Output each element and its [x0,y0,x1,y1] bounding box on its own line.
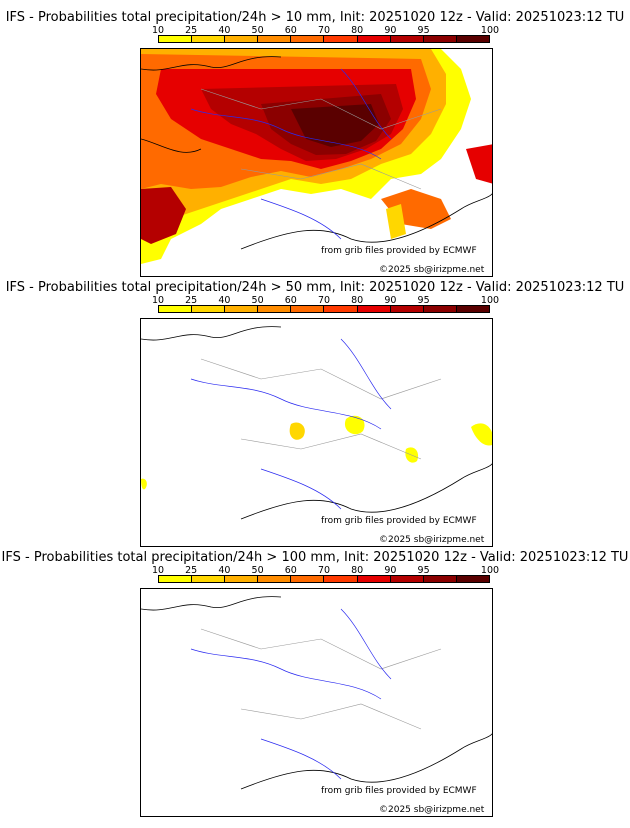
river-lines [190,338,392,510]
colorbar-segment [324,306,358,312]
colorbar-segment [390,36,424,42]
colorbar-segment [390,576,424,582]
probability-colorbar: 10 25 40 50 60 70 80 90 95 100 [152,25,499,43]
colorbar-tick-label: 90 [384,565,397,576]
colorbar-segment [423,36,457,42]
credit-copyright: ©2025 sb@irizpme.net [379,535,485,545]
colorbar-tick-label: 50 [251,295,264,306]
colorbar-tick-label: 25 [185,25,198,36]
colorbar-segment [324,36,358,42]
colorbar-segment [159,306,193,312]
map-panel-100mm: IFS - Probabilities total precipitation/… [0,540,630,817]
colorbar-tick-label: 60 [284,25,297,36]
colorbar-tick-label: 100 [480,25,500,36]
colorbar-segment [357,36,391,42]
colorbar-tick-label: 40 [218,565,231,576]
colorbar-segment [159,36,193,42]
colorbar-segment [192,36,226,42]
colorbar-segment [225,576,259,582]
colorbar-segment [258,306,292,312]
credit-source: from grib files provided by ECMWF [321,786,477,796]
credit-source: from grib files provided by ECMWF [321,246,477,256]
colorbar-tick-label: 80 [351,295,364,306]
river-lines [190,68,392,240]
panel-title: IFS - Probabilities total precipitation/… [5,280,625,295]
colorbar-tick-label: 10 [151,295,165,306]
colorbar-tick-label: 70 [317,295,331,306]
colorbar-segment [423,576,457,582]
colorbar-tick-label: 95 [417,25,430,36]
colorbar-tick-label: 25 [185,565,198,576]
colorbar-tick-label: 40 [218,25,231,36]
colorbar-segment [291,576,325,582]
colorbar-segment [159,576,193,582]
colorbar-swatches [158,35,490,43]
colorbar-tick-label: 50 [251,565,264,576]
map-panel-50mm: IFS - Probabilities total precipitation/… [0,270,630,547]
border-lines [200,628,442,730]
coastline [141,56,492,250]
colorbar-tick-label: 95 [417,565,430,576]
colorbar-tick-label: 80 [351,25,364,36]
credit-copyright: ©2025 sb@irizpme.net [379,805,485,815]
colorbar-segment [291,306,325,312]
colorbar-segment [225,306,259,312]
map-graphic [141,49,492,264]
colorbar-segment [456,306,489,312]
colorbar-tick-label: 100 [480,565,500,576]
colorbar-tick-label: 95 [417,295,430,306]
colorbar-swatches [158,305,490,313]
colorbar-segment [258,576,292,582]
probability-field [141,49,492,264]
colorbar-tick-label: 60 [284,565,297,576]
panel-title: IFS - Probabilities total precipitation/… [5,10,625,25]
probability-colorbar: 10 25 40 50 60 70 80 90 95 100 [152,295,499,313]
colorbar-segment [357,576,391,582]
colorbar-tick-label: 60 [284,295,297,306]
colorbar-tick-label: 70 [317,25,331,36]
colorbar-tick-label: 50 [251,25,264,36]
precipitation-map: from grib files provided by ECMWF ©2025 … [140,318,493,547]
precipitation-map: from grib files provided by ECMWF ©2025 … [140,588,493,817]
colorbar-tick-label: 70 [317,565,331,576]
colorbar-segment [390,306,424,312]
map-graphic [141,596,492,790]
colorbar-segment [456,36,489,42]
colorbar-segment [258,36,292,42]
colorbar-tick-label: 100 [480,295,500,306]
probability-field [141,415,492,490]
colorbar-segment [423,306,457,312]
colorbar-tick-label: 25 [185,295,198,306]
colorbar-tick-label: 10 [151,565,165,576]
coastline [141,596,492,790]
credit-source: from grib files provided by ECMWF [321,516,477,526]
river-lines [190,608,392,780]
border-lines [200,88,442,190]
colorbar-tick-label: 80 [351,565,364,576]
map-panel-10mm: IFS - Probabilities total precipitation/… [0,0,630,277]
colorbar-segment [192,306,226,312]
colorbar-swatches [158,575,490,583]
colorbar-tick-label: 90 [384,25,397,36]
colorbar-tick-label: 10 [151,25,165,36]
coastline [141,326,492,520]
colorbar-segment [192,576,226,582]
colorbar-tick-label: 90 [384,295,397,306]
panel-title: IFS - Probabilities total precipitation/… [1,550,629,565]
border-lines [200,358,442,460]
colorbar-segment [324,576,358,582]
colorbar-segment [357,306,391,312]
precipitation-map: from grib files provided by ECMWF ©2025 … [140,48,493,277]
colorbar-tick-label: 40 [218,295,231,306]
colorbar-segment [456,576,489,582]
probability-colorbar: 10 25 40 50 60 70 80 90 95 100 [152,565,499,583]
colorbar-segment [291,36,325,42]
colorbar-segment [225,36,259,42]
map-graphic [141,326,492,520]
credit-copyright: ©2025 sb@irizpme.net [379,265,485,275]
